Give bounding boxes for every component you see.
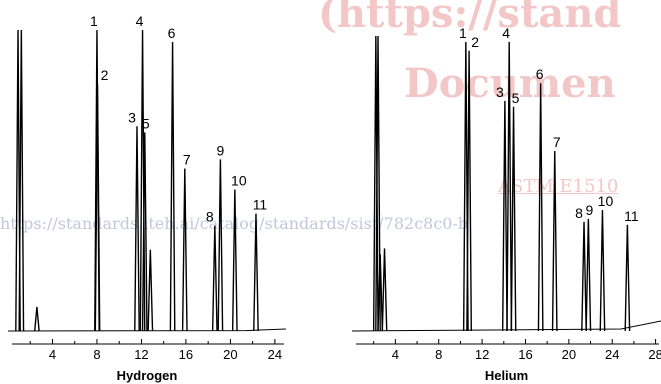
solvent-peak bbox=[19, 30, 23, 331]
peak-label-9: 9 bbox=[585, 202, 593, 218]
peak-label-3: 3 bbox=[496, 84, 504, 100]
peak-label-10: 10 bbox=[231, 173, 247, 189]
minor-peak bbox=[148, 250, 152, 331]
peak-label-8: 8 bbox=[206, 209, 214, 225]
peak-7 bbox=[553, 151, 557, 331]
peak-9 bbox=[586, 219, 590, 331]
x-tick-label: 24 bbox=[605, 347, 619, 362]
peak-label-4: 4 bbox=[136, 13, 144, 29]
peak-label-1: 1 bbox=[459, 25, 467, 41]
peak-label-5: 5 bbox=[512, 90, 520, 106]
x-tick-label: 4 bbox=[49, 347, 56, 362]
peak-6 bbox=[170, 42, 174, 331]
peak-10 bbox=[600, 210, 604, 331]
x-tick-label: 16 bbox=[518, 347, 532, 362]
solvent-peak bbox=[382, 248, 386, 331]
x-tick-label: 20 bbox=[562, 347, 576, 362]
peak-label-8: 8 bbox=[575, 205, 583, 221]
peak-3 bbox=[503, 101, 507, 331]
peak-8 bbox=[213, 226, 217, 331]
peak-label-11: 11 bbox=[253, 197, 268, 213]
peak-7 bbox=[183, 168, 187, 331]
peak-label-2: 2 bbox=[101, 67, 109, 83]
x-tick-label: 12 bbox=[475, 347, 489, 362]
peak-label-5: 5 bbox=[142, 115, 150, 131]
peak-label-4: 4 bbox=[502, 25, 510, 41]
x-axis-label: Hydrogen bbox=[117, 368, 178, 383]
peak-11 bbox=[254, 214, 258, 331]
x-tick-label: 8 bbox=[435, 347, 442, 362]
x-tick-label: 28 bbox=[648, 347, 661, 362]
peak-5 bbox=[511, 107, 515, 331]
solvent-peak bbox=[35, 307, 39, 331]
peak-label-3: 3 bbox=[128, 109, 136, 125]
x-tick-label: 4 bbox=[392, 347, 399, 362]
peak-9 bbox=[218, 159, 222, 331]
x-tick-label: 8 bbox=[93, 347, 100, 362]
peak-10 bbox=[233, 190, 237, 331]
peak-label-1: 1 bbox=[90, 13, 98, 29]
peak-11 bbox=[625, 225, 629, 331]
peak-label-10: 10 bbox=[598, 193, 614, 209]
peak-8 bbox=[582, 222, 586, 331]
peak-label-9: 9 bbox=[216, 142, 224, 158]
x-tick-label: 12 bbox=[134, 347, 148, 362]
peak-label-6: 6 bbox=[536, 66, 544, 82]
x-axis-label: Helium bbox=[485, 368, 528, 383]
peak-label-6: 6 bbox=[168, 25, 176, 41]
peak-label-2: 2 bbox=[471, 34, 479, 50]
peak-4 bbox=[507, 42, 511, 331]
peak-label-7: 7 bbox=[553, 134, 561, 150]
peak-6 bbox=[538, 83, 542, 331]
peak-label-7: 7 bbox=[183, 151, 191, 167]
peak-3 bbox=[135, 126, 139, 331]
x-tick-label: 20 bbox=[223, 347, 237, 362]
x-tick-label: 24 bbox=[268, 347, 282, 362]
peak-2 bbox=[467, 51, 471, 331]
x-tick-label: 16 bbox=[179, 347, 193, 362]
peak-label-11: 11 bbox=[624, 208, 639, 224]
